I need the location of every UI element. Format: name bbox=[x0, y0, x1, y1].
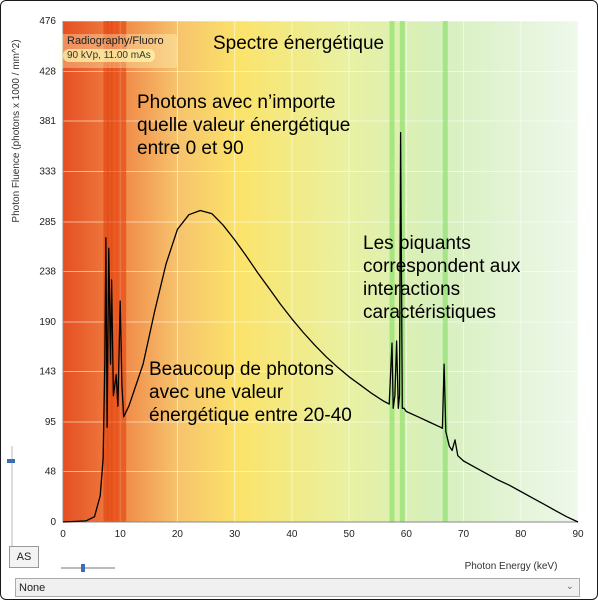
y-tick-label: 333 bbox=[39, 167, 56, 178]
x-tick-label: 80 bbox=[515, 529, 527, 540]
zoom-slider-track[interactable] bbox=[11, 446, 13, 546]
y-tick-label: 48 bbox=[45, 466, 57, 477]
horizontal-slider-track[interactable] bbox=[61, 567, 115, 569]
highlight-band bbox=[121, 21, 127, 522]
y-tick-label: 0 bbox=[50, 517, 56, 528]
y-axis: 0 48 95 143 190 238 285 333 381 428 476 bbox=[39, 16, 64, 528]
mode-settings: 90 kVp, 11.00 mAs bbox=[63, 49, 155, 62]
filter-select-value: None bbox=[19, 581, 46, 594]
highlight-band bbox=[107, 21, 113, 522]
x-tick-label: 70 bbox=[458, 529, 470, 540]
annotation-spikes: Les piquants correspondent aux interacti… bbox=[363, 233, 521, 323]
y-tick-label: 143 bbox=[39, 366, 56, 377]
x-tick-label: 60 bbox=[401, 529, 413, 540]
highlight-band bbox=[111, 21, 117, 522]
x-tick-label: 50 bbox=[344, 529, 356, 540]
y-tick-label: 381 bbox=[39, 116, 56, 127]
y-tick-label: 95 bbox=[45, 417, 57, 428]
series bbox=[62, 131, 579, 523]
x-tick-label: 40 bbox=[286, 529, 298, 540]
y-tick-label: 190 bbox=[39, 317, 56, 328]
zoom-slider-thumb[interactable] bbox=[7, 459, 15, 463]
chevron-down-icon: ⌄ bbox=[565, 581, 574, 592]
highlight-band bbox=[389, 21, 395, 522]
x-tick-label: 30 bbox=[229, 529, 241, 540]
x-tick-label: 20 bbox=[172, 529, 184, 540]
x-axis-label: Photon Energy (keV) bbox=[465, 561, 558, 572]
y-tick-label: 476 bbox=[39, 16, 56, 27]
highlight-band bbox=[442, 21, 448, 522]
x-tick-label: 0 bbox=[60, 529, 66, 540]
y-tick-label: 428 bbox=[39, 67, 56, 78]
chart-title: Spectre énergétique bbox=[213, 33, 385, 54]
x-tick-label: 10 bbox=[115, 529, 127, 540]
y-tick-label: 285 bbox=[39, 217, 56, 228]
x-tick-label: 90 bbox=[572, 529, 584, 540]
x-axis: 0 10 20 30 40 50 60 70 80 90 bbox=[60, 521, 584, 540]
horizontal-slider-thumb[interactable] bbox=[81, 564, 85, 572]
highlight-band bbox=[116, 21, 122, 522]
filter-select[interactable]: None ⌄ bbox=[15, 578, 580, 597]
annotation-many-photons: Beaucoup de photons avec une valeur éner… bbox=[149, 359, 352, 426]
y-tick-label: 238 bbox=[39, 267, 56, 278]
y-axis-label: Photon Fluence (photons x 1000 / mm^2) bbox=[11, 39, 22, 222]
as-button[interactable]: AS bbox=[9, 546, 39, 568]
highlight-band bbox=[399, 21, 405, 522]
spectrum-line bbox=[62, 131, 579, 523]
mode-title: Radiography/Fluoro bbox=[67, 35, 164, 47]
annotation-photons-any: Photons avec n’importe quelle valeur éne… bbox=[137, 92, 351, 159]
